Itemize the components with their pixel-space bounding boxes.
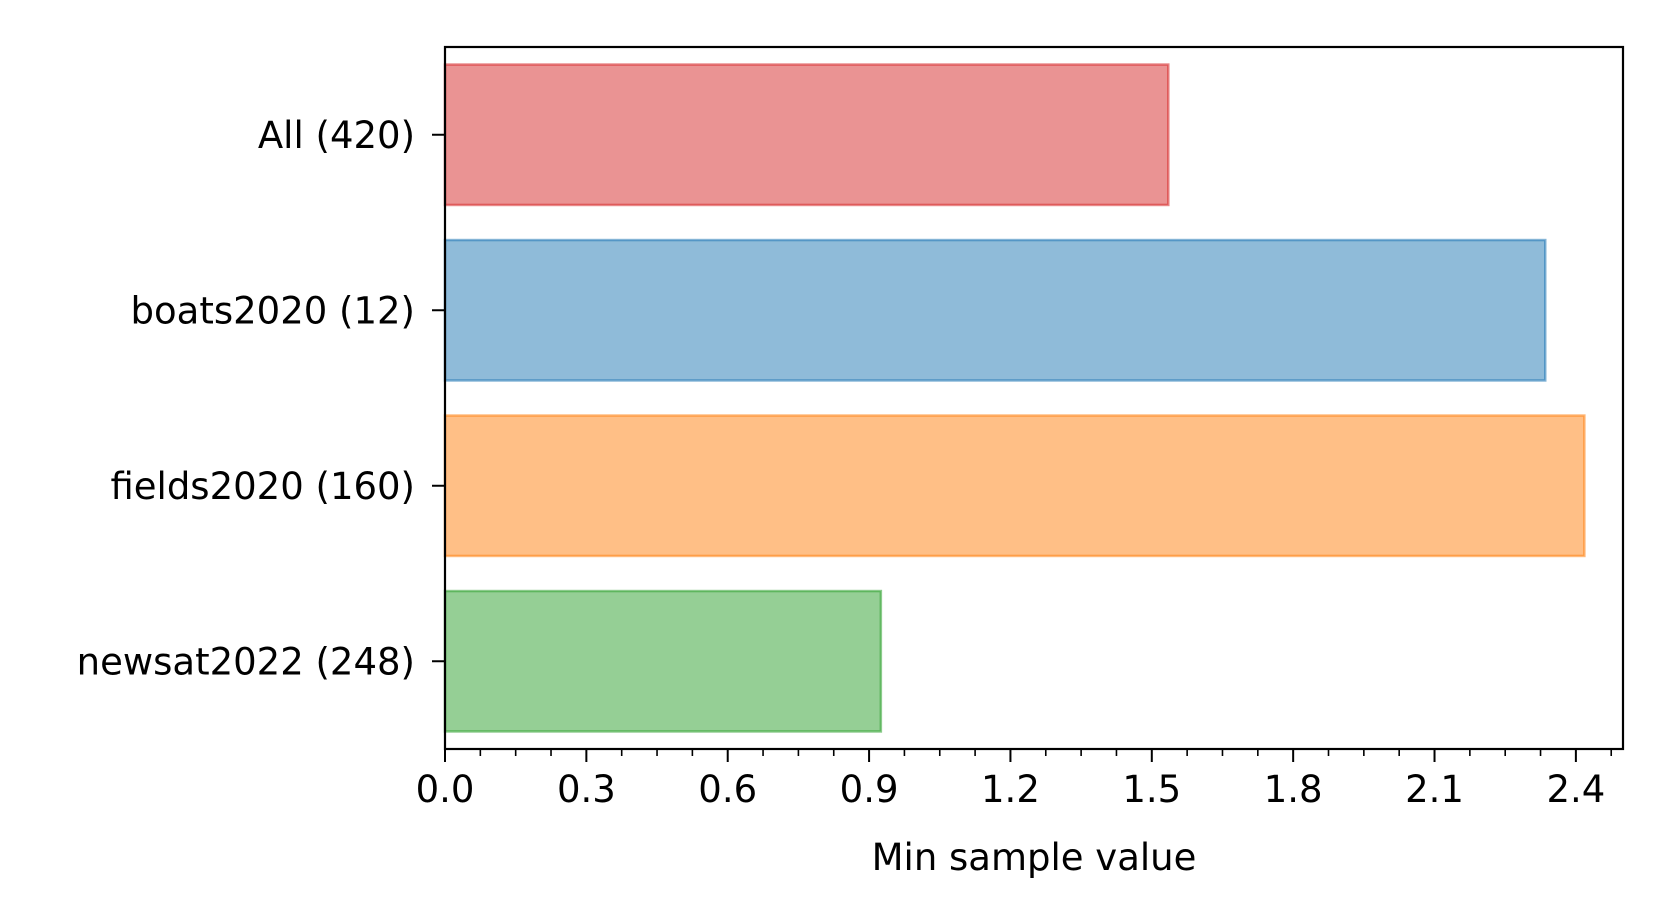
x-tick-label-0: 0.0 (416, 768, 475, 811)
y-tick-label-0: All (420) (258, 114, 415, 157)
y-tick-label-2: fields2020 (160) (110, 465, 415, 508)
x-tick-label-8: 2.4 (1546, 768, 1605, 811)
y-tick-label-3: newsat2022 (248) (77, 640, 415, 683)
x-tick-label-3: 0.9 (840, 768, 899, 811)
y-axis: All (420) boats2020 (12) fields2020 (160) n… (77, 114, 445, 683)
y-tick-label-1: boats2020 (12) (131, 289, 415, 332)
x-axis: 0.0 0.3 0.6 0.9 1.2 1.5 1.8 2.1 2.4 (416, 749, 1613, 811)
bar-0 (443, 63, 1170, 207)
x-tick-label-6: 1.8 (1264, 768, 1323, 811)
x-tick-label-2: 0.6 (698, 768, 757, 811)
bar-2 (443, 414, 1586, 558)
bars-group (443, 63, 1586, 733)
plot-frame (443, 45, 1625, 751)
x-tick-label-1: 0.3 (557, 768, 616, 811)
x-tick-label-4: 1.2 (981, 768, 1040, 811)
bar-3 (443, 589, 883, 733)
bar-1 (443, 238, 1547, 382)
x-axis-label: Min sample value (872, 836, 1197, 879)
x-tick-label-7: 2.1 (1405, 768, 1464, 811)
x-tick-label-5: 1.5 (1122, 768, 1181, 811)
